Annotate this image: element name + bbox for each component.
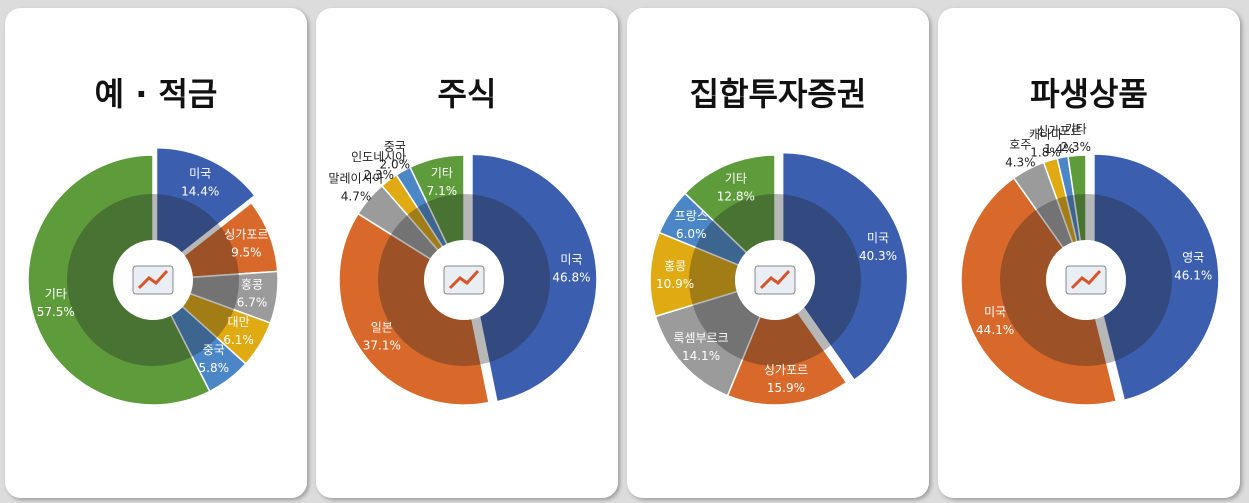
- slice-label-value: 10.9%: [656, 277, 694, 291]
- slice-label-value: 1.4%: [1044, 142, 1075, 156]
- slice-label-name: 중국: [384, 139, 406, 153]
- pie-slice: [471, 153, 598, 403]
- slice-label-name: 미국: [984, 305, 1006, 319]
- slice-label-value: 14.4%: [181, 184, 219, 198]
- slice-label-value: 12.8%: [717, 189, 755, 203]
- slice-label-name: 일본: [371, 320, 393, 334]
- slice-label-value: 5.8%: [199, 361, 230, 375]
- pie-slice: [726, 278, 848, 406]
- slice-label-value: 2.0%: [380, 157, 411, 171]
- slice-label-value: 2.3%: [1060, 140, 1091, 154]
- center-icon: [443, 265, 485, 295]
- slice-label-value: 37.1%: [363, 338, 401, 352]
- slice-label-name: 기타: [431, 166, 453, 180]
- chart-title: 파생상품: [1030, 75, 1148, 113]
- center-icon: [754, 265, 796, 295]
- slice-label-name: 기타: [1065, 122, 1087, 136]
- donut-ring: [378, 194, 550, 366]
- pie-slice: [654, 278, 777, 397]
- slice-label-value: 14.1%: [682, 349, 720, 363]
- slice-label-value: 9.5%: [231, 246, 262, 260]
- pie-slice: [649, 231, 778, 318]
- pie-slice: [155, 147, 256, 275]
- donut-ring: [1000, 194, 1172, 366]
- slice-label-value: 4.3%: [1005, 156, 1036, 170]
- slice-label-name: 미국: [189, 166, 211, 180]
- center-icon: [1065, 265, 1107, 295]
- slice-label-name: 싱가포르: [1037, 124, 1081, 138]
- icon-arrow: [137, 269, 169, 290]
- slice-label-value: 7.1%: [427, 184, 458, 198]
- slice-label-name: 기타: [45, 287, 67, 301]
- pie-slice: [781, 151, 909, 382]
- slice-label-name: 인도네시아: [351, 150, 406, 164]
- icon-arrow: [448, 269, 480, 290]
- chart-title: 예 · 적금: [95, 75, 218, 113]
- slice-label-name: 캐나다: [1029, 127, 1062, 141]
- pie-slice: [1093, 153, 1220, 402]
- slice-label-name: 싱가포르: [224, 228, 268, 242]
- pie-slice: [338, 212, 490, 406]
- slice-label-value: 6.1%: [223, 333, 254, 347]
- slice-label-name: 대만: [228, 315, 250, 329]
- slice-label-name: 기타: [725, 171, 747, 185]
- slice-label-value: 6.0%: [676, 227, 707, 241]
- pie-slice: [960, 176, 1118, 406]
- slice-label-value: 4.7%: [341, 189, 372, 203]
- slice-label-value: 40.3%: [859, 249, 897, 263]
- slice-label-value: 6.7%: [237, 296, 268, 310]
- slice-label-name: 미국: [560, 253, 582, 267]
- chart-title: 집합투자증권: [690, 75, 867, 113]
- slice-label-name: 영국: [1182, 250, 1204, 264]
- slice-label-value: 44.1%: [976, 323, 1014, 337]
- slice-label-name: 싱가포르: [764, 363, 808, 377]
- slice-label-value: 2.3%: [363, 168, 394, 182]
- slice-label-value: 15.9%: [767, 381, 805, 395]
- donut-ring: [689, 194, 861, 366]
- slice-label-value: 1.8%: [1030, 145, 1061, 159]
- slice-label-name: 호주: [1009, 138, 1031, 152]
- icon-arrow: [759, 269, 791, 290]
- slice-label-name: 룩셈부르크: [673, 331, 728, 345]
- slice-label-name: 프랑스: [675, 209, 708, 223]
- slice-label-name: 말레이시아: [328, 171, 383, 185]
- chart-title: 주식: [438, 75, 497, 113]
- slice-label-name: 중국: [203, 343, 225, 357]
- slice-label-value: 57.5%: [37, 305, 75, 319]
- slice-label-value: 46.1%: [1174, 268, 1212, 282]
- center-icon: [132, 265, 174, 295]
- donut-ring: [67, 194, 239, 366]
- icon-arrow: [1070, 269, 1102, 290]
- slice-label-value: 46.8%: [552, 271, 590, 285]
- slice-label-name: 미국: [867, 231, 889, 245]
- slice-label-name: 홍콩: [664, 259, 686, 273]
- slice-label-name: 홍콩: [241, 278, 263, 292]
